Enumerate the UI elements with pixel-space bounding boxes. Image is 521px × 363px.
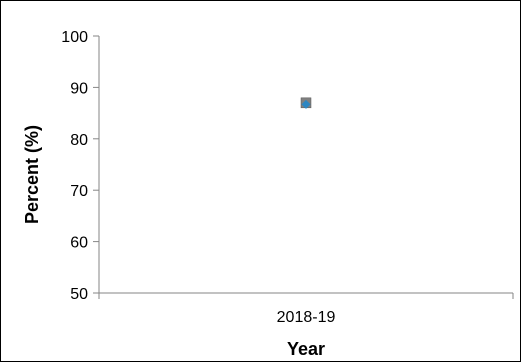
y-tick-label: 50: [70, 286, 88, 303]
y-tick-label: 100: [61, 29, 88, 46]
y-tick-label: 70: [70, 183, 88, 200]
x-tick-label: 2018-19: [277, 309, 336, 326]
x-axis-title: Year: [287, 339, 325, 359]
y-axis-title: Percent (%): [22, 125, 42, 224]
data-points: [300, 97, 312, 109]
data-point-diamond: [301, 99, 311, 109]
x-axis: 2018-19: [98, 292, 514, 326]
y-tick-label: 80: [70, 132, 88, 149]
y-tick-label: 90: [70, 80, 88, 97]
y-tick-label: 60: [70, 235, 88, 252]
y-axis: 50 60 70 80 90 100: [61, 29, 100, 303]
